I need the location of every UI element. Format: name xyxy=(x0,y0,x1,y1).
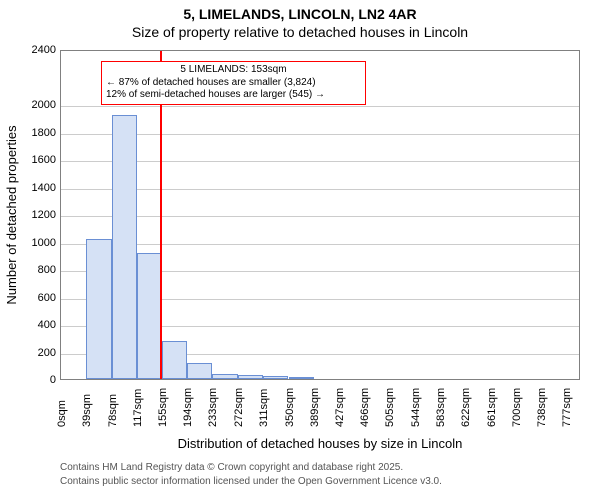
gridline xyxy=(61,244,579,245)
y-tick-label: 200 xyxy=(38,347,56,359)
histogram-bar xyxy=(289,377,314,379)
x-tick-label: 622sqm xyxy=(460,388,472,427)
x-tick-label: 661sqm xyxy=(486,388,498,427)
x-tick-label: 700sqm xyxy=(511,388,523,427)
histogram-bar xyxy=(187,363,212,380)
chart-title-line2: Size of property relative to detached ho… xyxy=(0,24,600,40)
y-tick-label: 2000 xyxy=(32,99,56,111)
x-tick-label: 0sqm xyxy=(56,400,68,427)
x-tick-label: 155sqm xyxy=(157,388,169,427)
annotation-line1: 5 LIMELANDS: 153sqm xyxy=(106,64,361,77)
histogram-bar xyxy=(212,374,237,380)
footer-line2: Contains public sector information licen… xyxy=(60,476,442,487)
gridline xyxy=(61,216,579,217)
gridline xyxy=(61,134,579,135)
y-tick-label: 0 xyxy=(50,374,56,386)
x-tick-label: 583sqm xyxy=(435,388,447,427)
x-tick-label: 233sqm xyxy=(207,388,219,427)
histogram-bar xyxy=(162,341,187,380)
plot-area: 5 LIMELANDS: 153sqm← 87% of detached hou… xyxy=(60,50,580,380)
x-tick-label: 466sqm xyxy=(359,388,371,427)
annotation-line3: 12% of semi-detached houses are larger (… xyxy=(106,89,361,102)
annotation-box: 5 LIMELANDS: 153sqm← 87% of detached hou… xyxy=(101,61,366,105)
y-tick-label: 1000 xyxy=(32,237,56,249)
x-tick-label: 389sqm xyxy=(309,388,321,427)
x-tick-label: 777sqm xyxy=(561,388,573,427)
y-tick-label: 1600 xyxy=(32,154,56,166)
y-tick-label: 400 xyxy=(38,319,56,331)
x-tick-label: 505sqm xyxy=(384,388,396,427)
histogram-bar xyxy=(137,253,162,380)
gridline xyxy=(61,161,579,162)
y-tick-label: 2400 xyxy=(32,44,56,56)
histogram-bar xyxy=(238,375,263,379)
x-tick-label: 117sqm xyxy=(132,389,144,427)
chart-title-line1: 5, LIMELANDS, LINCOLN, LN2 4AR xyxy=(0,6,600,22)
x-tick-label: 39sqm xyxy=(81,394,93,427)
x-tick-label: 272sqm xyxy=(233,388,245,427)
gridline xyxy=(61,189,579,190)
y-tick-label: 800 xyxy=(38,264,56,276)
y-axis-label: Number of detached properties xyxy=(4,125,19,304)
y-tick-label: 1800 xyxy=(32,127,56,139)
y-tick-label: 1200 xyxy=(32,209,56,221)
histogram-bar xyxy=(86,239,111,379)
chart-container: 5, LIMELANDS, LINCOLN, LN2 4AR Size of p… xyxy=(0,0,600,500)
y-tick-label: 1400 xyxy=(32,182,56,194)
x-tick-label: 311sqm xyxy=(258,389,270,427)
x-tick-label: 427sqm xyxy=(334,388,346,427)
annotation-line2: ← 87% of detached houses are smaller (3,… xyxy=(106,77,361,90)
y-tick-label: 600 xyxy=(38,292,56,304)
x-tick-label: 544sqm xyxy=(410,388,422,427)
x-tick-label: 738sqm xyxy=(536,388,548,427)
x-tick-label: 194sqm xyxy=(182,388,194,427)
histogram-bar xyxy=(112,115,137,379)
histogram-bar xyxy=(263,376,288,379)
x-tick-label: 78sqm xyxy=(107,394,119,427)
x-tick-label: 350sqm xyxy=(284,388,296,427)
footer-line1: Contains HM Land Registry data © Crown c… xyxy=(60,462,403,473)
x-axis-label: Distribution of detached houses by size … xyxy=(60,436,580,451)
gridline xyxy=(61,106,579,107)
